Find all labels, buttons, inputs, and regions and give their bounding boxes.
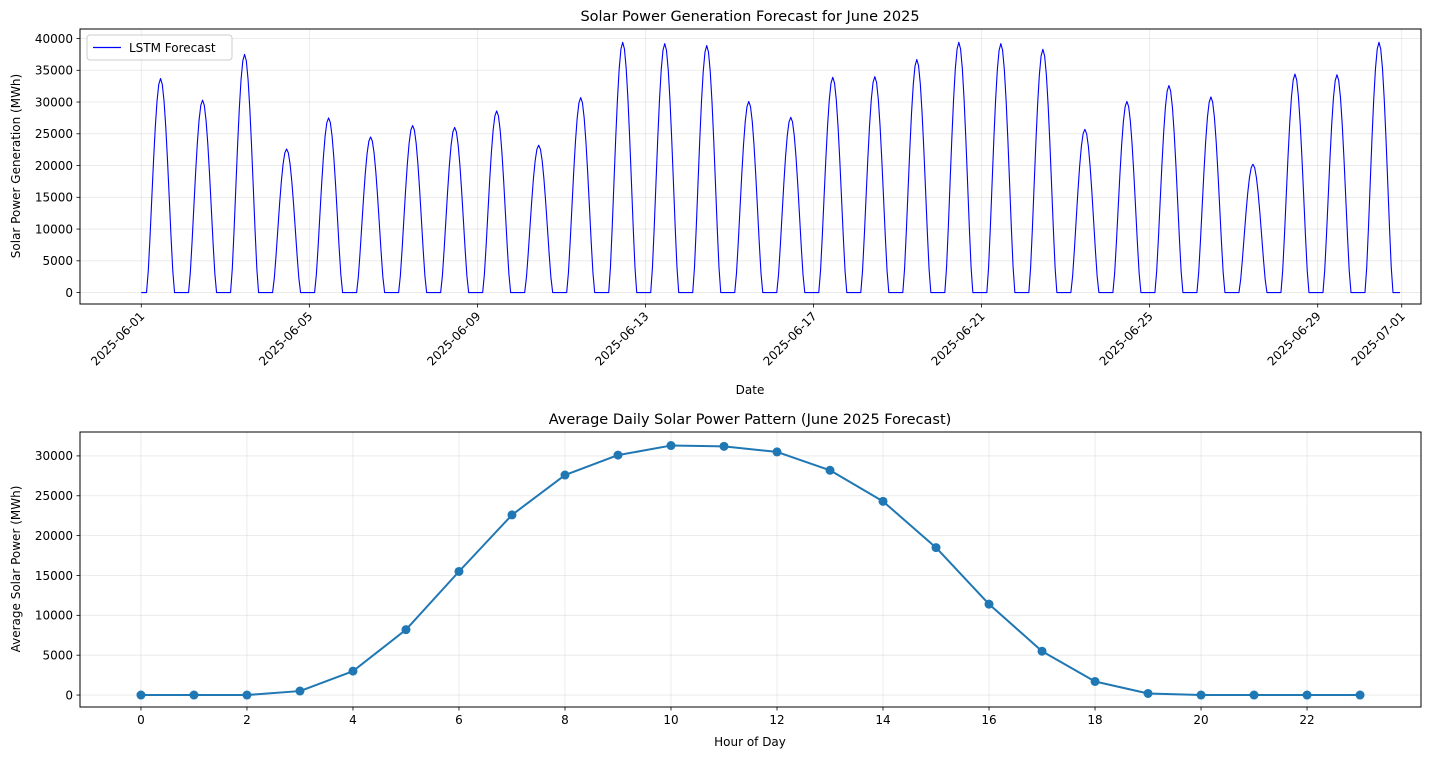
chart1-y-ticks: 0 5000 10000 15000 20000 25000 30000 35000 40000 [35,32,80,300]
y-tick-label: 10000 [35,609,73,623]
chart1-y-label: Solar Power Generation (MWh) [9,74,23,258]
chart1-legend: LSTM Forecast [86,34,233,61]
legend-entry-lstm-forecast: LSTM Forecast [129,41,216,55]
data-point [613,450,623,460]
x-tick-label: 12 [769,713,784,727]
average-pattern-chart: Average Daily Solar Power Pattern (June … [9,412,1422,749]
x-tick-label: 18 [1087,713,1102,727]
series-line-average [140,444,1361,697]
forecast-chart: Solar Power Generation Forecast for June… [9,9,1422,397]
x-tick-label: 2025-06-17 [760,309,819,368]
chart2-title: Average Daily Solar Power Pattern (June … [549,412,952,428]
x-tick-label: 2025-07-01 [1349,309,1408,368]
x-tick-label: 14 [875,713,890,727]
data-point [507,510,517,520]
data-point [825,465,835,475]
y-tick-label: 15000 [35,191,73,205]
y-tick-label: 20000 [35,159,73,173]
data-point [454,566,464,576]
y-tick-label: 25000 [35,489,73,503]
chart2-x-ticks: 0 2 4 6 8 10 12 14 16 18 20 22 [137,707,1315,727]
x-tick-label: 16 [981,713,996,727]
y-tick-label: 10000 [35,222,73,236]
x-tick-label: 0 [137,713,145,727]
data-point [136,690,146,700]
x-tick-label: 2025-06-13 [592,309,651,368]
chart1-plot-frame [79,28,1422,305]
data-point [666,441,676,451]
x-tick-label: 8 [561,713,569,727]
y-tick-label: 15000 [35,569,73,583]
chart1-title: Solar Power Generation Forecast for June… [580,9,919,25]
x-tick-label: 4 [349,713,357,727]
chart2-plot-frame [79,431,1422,708]
data-point [1143,688,1153,698]
series-line-lstm-forecast [141,41,1400,294]
x-tick-label: 6 [455,713,463,727]
data-point [401,625,411,635]
chart2-grid [80,432,1421,707]
data-point [772,447,782,457]
x-tick-label: 2025-06-05 [256,309,315,368]
x-tick-label: 22 [1299,713,1314,727]
x-tick-label: 2025-06-29 [1265,309,1324,368]
x-tick-label: 2025-06-21 [928,309,987,368]
data-point [1249,690,1259,700]
data-point [1090,676,1100,686]
data-point [1302,690,1312,700]
data-point [242,690,252,700]
x-tick-label: 2025-06-01 [88,309,147,368]
y-tick-label: 30000 [35,449,73,463]
chart1-series [141,41,1400,294]
y-tick-label: 35000 [35,64,73,78]
data-point [984,599,994,609]
chart2-y-label: Average Solar Power (MWh) [9,486,23,653]
data-point [931,543,941,553]
x-tick-label: 10 [663,713,678,727]
data-point [1037,646,1047,656]
y-tick-label: 5000 [42,254,73,268]
y-tick-label: 40000 [35,32,73,46]
chart1-grid [80,29,1421,304]
chart1-x-label: Date [736,383,765,397]
y-tick-label: 0 [65,688,73,702]
data-point [189,690,199,700]
y-tick-label: 30000 [35,95,73,109]
x-tick-label: 2025-06-09 [424,309,483,368]
x-tick-label: 2 [243,713,251,727]
chart2-x-label: Hour of Day [714,735,786,749]
data-point [1196,690,1206,700]
data-point [878,496,888,506]
y-tick-label: 0 [65,286,73,300]
data-point [348,666,358,676]
data-point [1355,690,1365,700]
x-tick-label: 2025-06-25 [1097,309,1156,368]
legend-box [86,34,233,61]
data-point [560,470,570,480]
data-point [719,441,729,451]
chart1-x-ticks: 2025-06-01 2025-06-05 2025-06-09 2025-06-13… [88,304,1408,368]
x-tick-label: 20 [1193,713,1208,727]
y-tick-label: 25000 [35,127,73,141]
y-tick-label: 5000 [42,648,73,662]
chart2-y-ticks: 0 5000 10000 15000 20000 25000 30000 [35,449,80,702]
data-point [295,686,305,696]
y-tick-label: 20000 [35,529,73,543]
chart2-series [136,441,1365,700]
